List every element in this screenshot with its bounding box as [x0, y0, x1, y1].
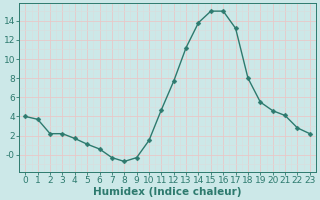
X-axis label: Humidex (Indice chaleur): Humidex (Indice chaleur)	[93, 187, 242, 197]
